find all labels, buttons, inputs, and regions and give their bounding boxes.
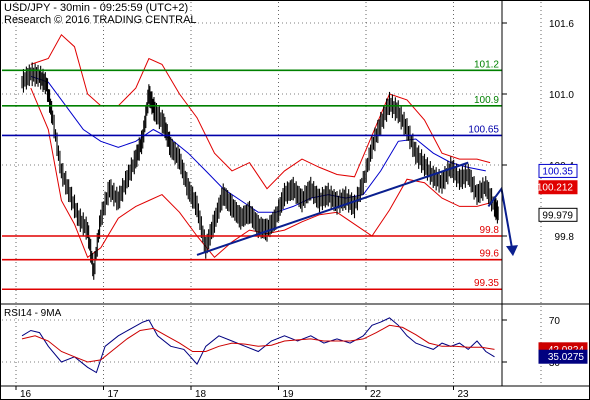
x-tick-label-19: 19	[283, 389, 295, 400]
forecast-group	[487, 186, 518, 257]
trendline-group	[196, 161, 469, 256]
moving-average-line	[30, 75, 486, 213]
chart-source: Research © 2016 TRADING CENTRAL	[4, 14, 197, 26]
level-s2-label: 99.6	[480, 249, 500, 260]
rsi-panel: 307042.082435.0275	[2, 316, 588, 374]
moving-average	[30, 75, 486, 213]
price-series	[21, 62, 499, 280]
rsi-tag-box	[538, 349, 588, 364]
x-tick-label-22: 22	[370, 389, 382, 400]
forecast-arrow-head	[506, 245, 518, 257]
chart-title: USD/JPY - 30min - 09:25:59 (UTC+2)	[4, 2, 189, 14]
level-r1-label: 100.9	[474, 95, 499, 106]
y-tick-label: 101.0	[549, 90, 574, 101]
last-price-tag-box	[538, 207, 578, 222]
x-tick-label-23: 23	[458, 389, 470, 400]
band-tag-box	[538, 180, 578, 195]
y-tick-label: 101.6	[549, 19, 574, 30]
ma-tag-box	[538, 163, 578, 178]
rsi-line	[21, 317, 495, 374]
x-axis: 16 17 18 19 22 23	[15, 386, 470, 400]
x-tick-label-18: 18	[195, 389, 207, 400]
key-levels: 101.2 100.9 100.65 99.8 99.6 99.35	[2, 59, 502, 291]
rsi-title: RSI14 - 9MA	[4, 308, 62, 319]
level-s3-label: 99.35	[474, 278, 499, 289]
level-r2-label: 101.2	[474, 59, 499, 70]
price-tags: 100.35 100.212 99.979	[537, 163, 578, 222]
last-price-tag: 99.979	[542, 210, 573, 221]
band-tag: 100.212	[537, 183, 574, 194]
y-tick-label: 99.8	[555, 232, 575, 243]
support-trendline	[196, 161, 469, 256]
x-tick-label-16: 16	[20, 389, 32, 400]
rsi_ma-line	[21, 324, 495, 363]
rsi-tick-label: 70	[549, 316, 561, 327]
level-s1-label: 99.8	[480, 225, 500, 236]
gridlines	[2, 2, 542, 386]
level-pivot-label: 100.65	[468, 124, 499, 135]
x-tick-label-17: 17	[108, 389, 120, 400]
ma-tag: 100.35	[542, 166, 573, 177]
rsi-tag: 35.0275	[548, 352, 585, 363]
